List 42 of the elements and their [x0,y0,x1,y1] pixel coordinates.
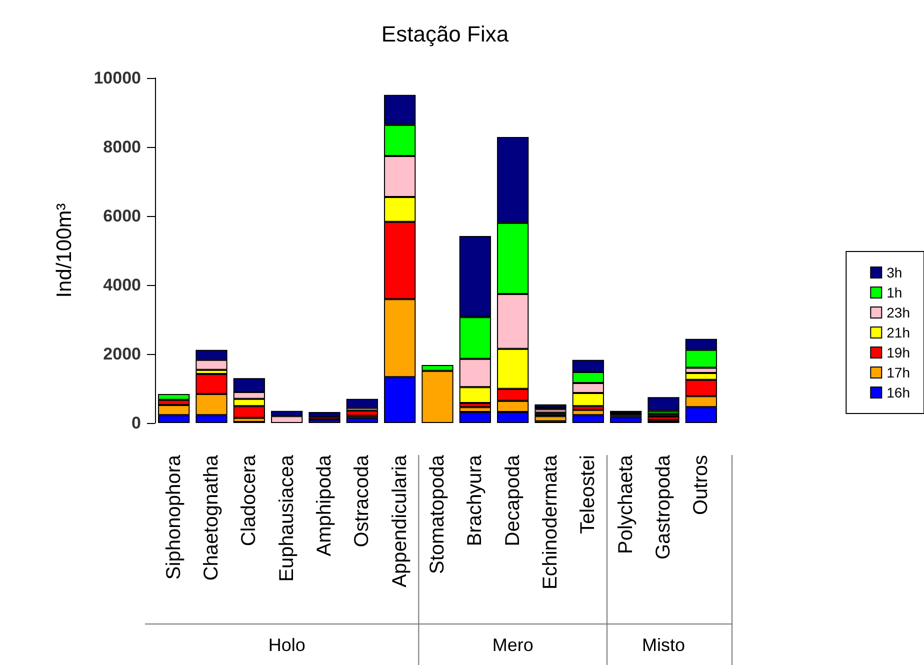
bar [308,412,340,418]
x-tick-label: Cladocera [238,454,260,546]
x-tick-label: Euphausiacea [276,454,298,582]
x-tick-label: Brachyura [464,454,486,546]
bar [648,416,680,420]
x-tick-label: Polychaeta [614,454,637,554]
chart-title: Estação Fixa [381,22,510,46]
x-tick-label: Amphipoda [314,454,336,556]
y-tick-label: 6000 [103,206,141,226]
x-tick-label: Chaetognatha [200,454,222,581]
x-tick-label: Outros [690,455,712,516]
y-axis-title: Ind/100m³ [53,203,76,298]
legend-label: 1h [886,284,902,300]
bar [346,398,378,408]
legend-label: 19h [886,344,910,360]
x-tick-label: Ostracoda [351,454,374,548]
y-tick-label: 10000 [94,68,141,88]
y-tick-label: 8000 [103,138,141,156]
y-tick-label: 2000 [103,344,141,364]
bar [610,417,642,423]
text: Misto [642,635,686,655]
legend-label: 23h [886,304,910,320]
bar [346,418,378,423]
x-tick-label: Decapoda [502,454,524,546]
x-tick-label: Gastropoda [652,454,674,560]
x-tick-label: Echinodermata [540,454,562,590]
bar [308,420,340,423]
text: Mero [492,635,534,655]
y-tick-label: 0 [132,414,141,432]
bar [346,410,378,416]
legend-label: 3h [886,264,902,280]
legend-label: 16h [886,384,910,400]
legend-label: 17h [886,364,910,380]
bar [534,416,566,422]
x-tick-label: Stomatopoda [426,454,448,574]
x-tick-label: Teleostei [577,455,600,534]
x-tick-label: Siphonophora [162,454,185,580]
x-tick-label: Appendicularia [388,454,411,588]
bar [648,397,680,411]
text: Holo [268,635,306,655]
y-tick-label: 4000 [103,276,141,294]
legend-label: 21h [886,324,910,340]
